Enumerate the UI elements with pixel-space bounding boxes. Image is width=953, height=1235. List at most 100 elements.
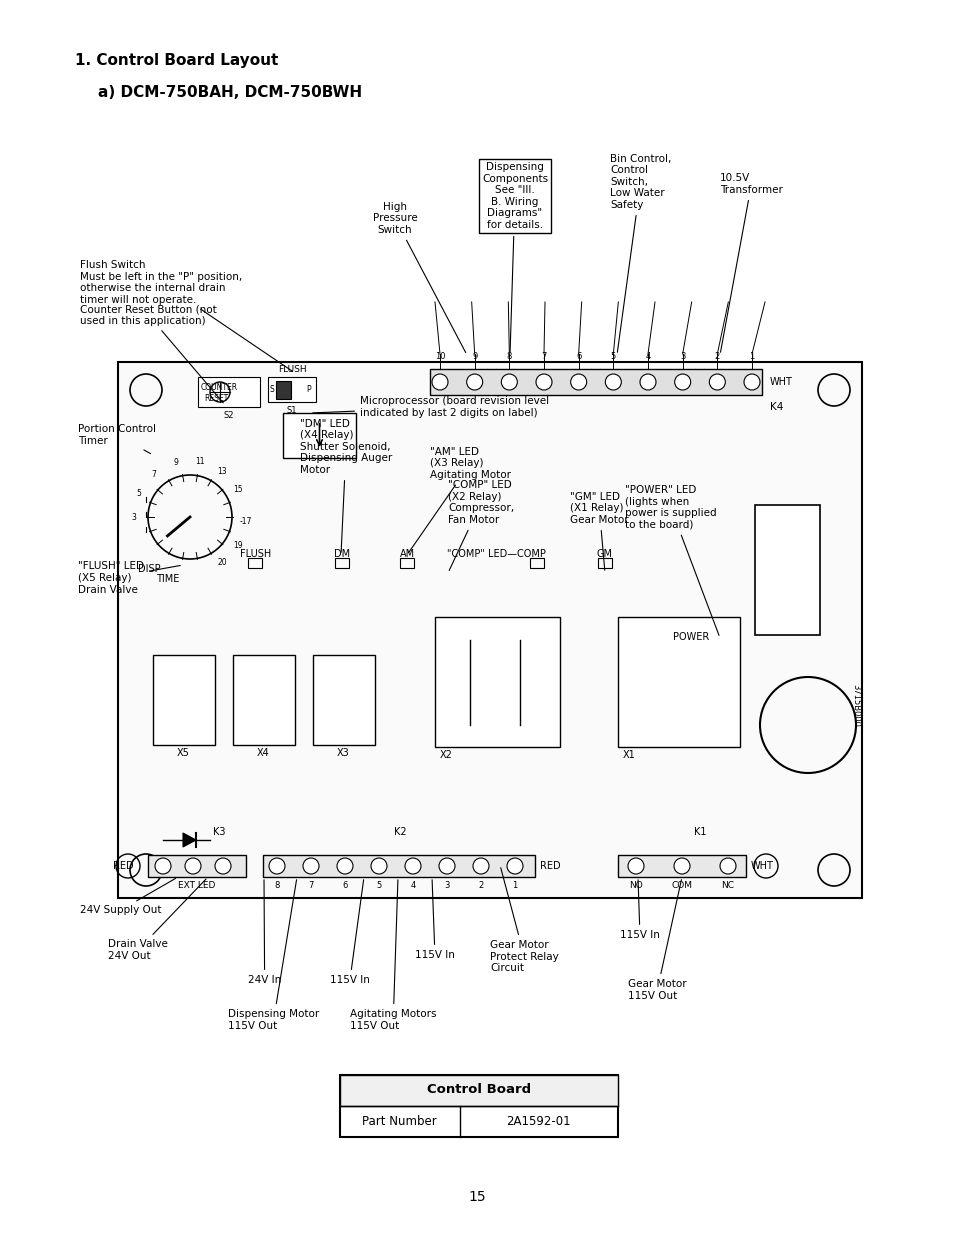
Circle shape [432,374,448,390]
Text: "GM" LED
(X1 Relay)
Gear Motor: "GM" LED (X1 Relay) Gear Motor [569,492,628,571]
Text: RED: RED [112,861,133,871]
Text: 2: 2 [714,352,720,361]
Text: K2: K2 [394,827,406,837]
Bar [248,558,262,568]
Bar [618,618,740,747]
Text: Gear Motor
115V Out: Gear Motor 115V Out [627,879,686,1000]
Bar [718,634,731,643]
Text: NO: NO [628,881,642,889]
Circle shape [570,374,586,390]
Circle shape [473,858,489,874]
Text: 7: 7 [308,881,314,889]
Text: DISP: DISP [138,564,160,574]
Text: Control Board: Control Board [427,1083,531,1097]
Text: X5: X5 [176,748,190,758]
Bar [435,618,559,747]
Bar [618,855,745,877]
Circle shape [438,858,455,874]
Text: X2: X2 [439,750,453,760]
Text: 115V In: 115V In [330,879,370,986]
Circle shape [709,374,724,390]
Circle shape [214,858,231,874]
Text: 7: 7 [540,352,546,361]
Circle shape [336,858,353,874]
Text: RED: RED [539,861,560,871]
Text: EXT LED: EXT LED [178,881,215,889]
Circle shape [501,374,517,390]
Circle shape [536,374,552,390]
Bar [530,558,543,568]
Bar [263,855,535,877]
Circle shape [627,858,643,874]
Circle shape [185,858,201,874]
Text: 6: 6 [576,352,580,361]
Text: RESET: RESET [204,394,228,403]
Bar [152,655,214,745]
Text: 11: 11 [194,457,204,467]
Text: Portion Control
Timer: Portion Control Timer [78,424,156,453]
Text: "DM" LED
(X4 Relay)
Shutter Solenoid,
Dispensing Auger
Motor: "DM" LED (X4 Relay) Shutter Solenoid, Di… [299,419,392,552]
Bar [268,377,315,403]
Text: "POWER" LED
(lights when
power is supplied
to the board): "POWER" LED (lights when power is suppli… [624,485,719,635]
Text: Dispensing
Components
See "III.
B. Wiring
Diagrams"
for details.: Dispensing Components See "III. B. Wirin… [481,162,547,352]
Text: X1: X1 [622,750,635,760]
Bar [339,1074,618,1137]
Bar [198,377,260,408]
Text: FLUSH: FLUSH [277,364,306,373]
Text: GM: GM [597,550,613,559]
Text: 20: 20 [217,558,227,567]
Text: S1: S1 [287,405,297,415]
Text: P: P [306,385,311,394]
Bar [283,412,355,458]
Circle shape [674,374,690,390]
Text: 9: 9 [472,352,476,361]
Text: K3: K3 [213,827,225,837]
Bar [598,558,612,568]
Text: 2A1592-01: 2A1592-01 [506,1115,571,1128]
Text: 10: 10 [435,352,445,361]
Text: 6: 6 [342,881,347,889]
Circle shape [673,858,689,874]
Text: 1: 1 [749,352,754,361]
Text: 3715B000: 3715B000 [851,683,860,726]
Circle shape [506,858,522,874]
Circle shape [405,858,420,874]
Text: S: S [270,385,274,394]
Text: K4: K4 [769,403,782,412]
Text: 15: 15 [233,484,243,494]
Text: 2: 2 [477,881,483,889]
Text: X4: X4 [256,748,269,758]
Text: 5: 5 [376,881,381,889]
Text: 1: 1 [512,881,517,889]
Bar [430,369,761,395]
Text: 4: 4 [410,881,416,889]
Text: -17: -17 [239,517,252,526]
Text: High
Pressure
Switch: High Pressure Switch [373,201,465,352]
Text: 4: 4 [644,352,650,361]
Text: 8: 8 [274,881,279,889]
Text: Counter Reset Button (not
used in this application): Counter Reset Button (not used in this a… [80,304,223,403]
Text: 24V In: 24V In [248,879,281,986]
Bar [339,1074,618,1107]
Text: S2: S2 [224,410,234,420]
Text: 19: 19 [233,541,243,550]
Text: 115V In: 115V In [415,879,455,960]
Bar [275,382,291,399]
Circle shape [639,374,656,390]
Circle shape [154,858,171,874]
Bar [313,655,375,745]
Text: 3: 3 [444,881,449,889]
Text: Dispensing Motor
115V Out: Dispensing Motor 115V Out [228,879,319,1031]
Circle shape [466,374,482,390]
Text: Bin Control,
Control
Switch,
Low Water
Safety: Bin Control, Control Switch, Low Water S… [609,153,671,352]
Text: Part Number: Part Number [362,1115,436,1128]
Text: 5: 5 [610,352,616,361]
Text: "COMP" LED—COMP: "COMP" LED—COMP [447,550,545,559]
Bar [335,558,349,568]
Text: 24V Supply Out: 24V Supply Out [80,878,175,915]
Text: 9: 9 [172,458,178,467]
Text: FLUSH: FLUSH [240,550,272,559]
Circle shape [371,858,387,874]
Circle shape [720,858,735,874]
Bar [233,655,294,745]
